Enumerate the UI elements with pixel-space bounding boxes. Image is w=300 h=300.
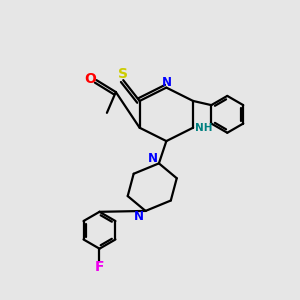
Text: F: F [95, 260, 104, 274]
Text: N: N [147, 152, 158, 165]
Text: S: S [118, 67, 128, 81]
Text: NH: NH [195, 123, 212, 133]
Text: N: N [162, 76, 172, 89]
Text: O: O [84, 72, 96, 86]
Text: N: N [134, 210, 144, 223]
